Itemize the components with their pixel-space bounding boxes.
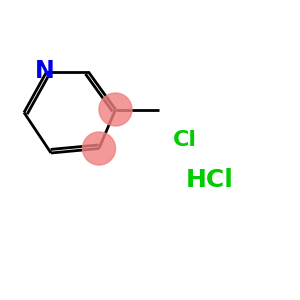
Text: Cl: Cl: [172, 130, 197, 149]
Circle shape: [99, 93, 132, 126]
Text: N: N: [35, 58, 55, 82]
Circle shape: [82, 132, 116, 165]
Text: HCl: HCl: [186, 168, 234, 192]
